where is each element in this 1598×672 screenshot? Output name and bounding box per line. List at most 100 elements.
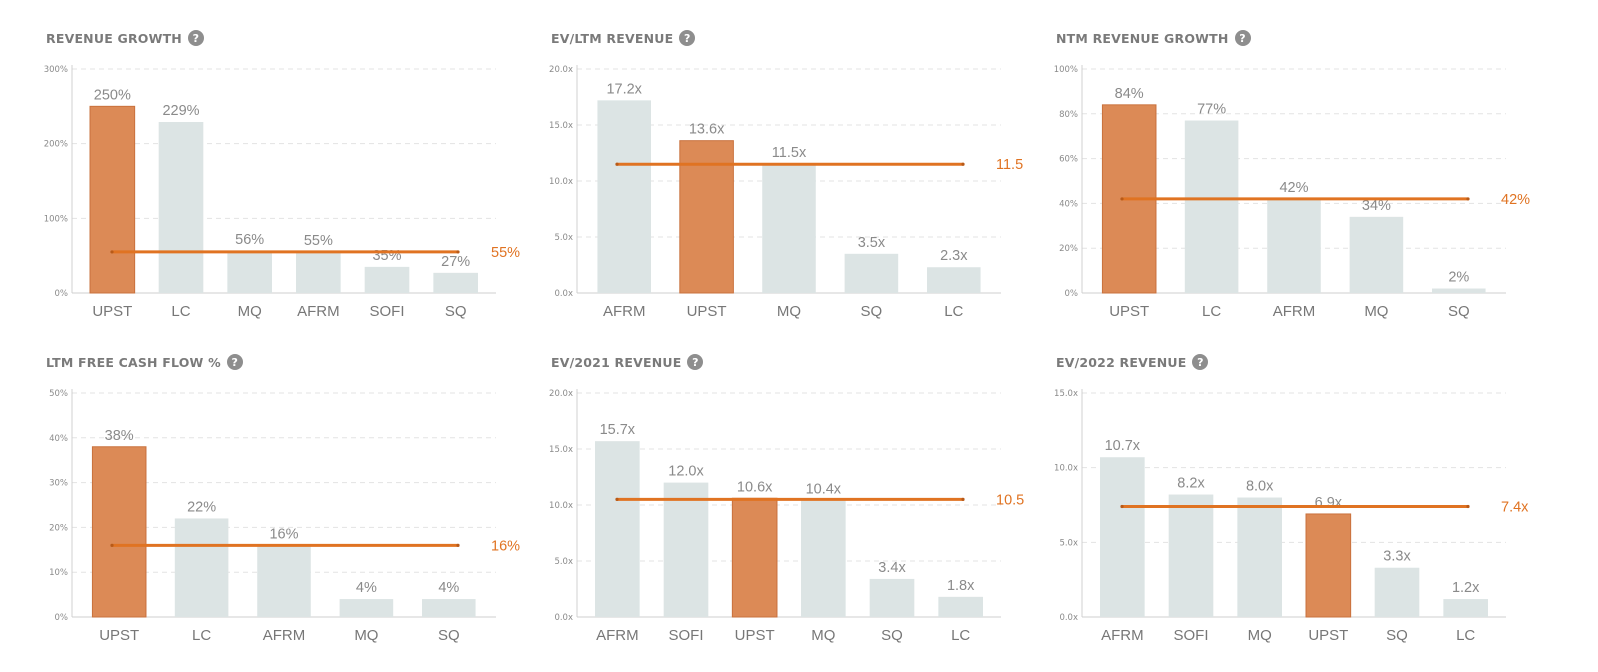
value-label: 15.7x bbox=[600, 422, 636, 438]
y-tick-label: 0% bbox=[55, 289, 69, 299]
bar-afrm[interactable] bbox=[257, 545, 311, 617]
chart-title: LTM FREE CASH FLOW % ? bbox=[46, 352, 243, 372]
bar-mq[interactable] bbox=[1237, 497, 1282, 617]
average-label: 55% bbox=[491, 245, 520, 261]
category-label: MQ bbox=[1364, 303, 1388, 320]
category-label: SQ bbox=[861, 303, 883, 320]
bar-upst[interactable] bbox=[91, 446, 147, 618]
average-line-start bbox=[1120, 504, 1124, 509]
category-label: MQ bbox=[777, 303, 801, 320]
value-label: 27% bbox=[441, 254, 470, 270]
y-tick-label: 20.0x bbox=[549, 65, 573, 75]
question-icon[interactable]: ? bbox=[187, 30, 204, 46]
bar-afrm[interactable] bbox=[296, 251, 341, 293]
bar-afrm[interactable] bbox=[597, 100, 651, 293]
y-tick-label: 15.0x bbox=[549, 121, 573, 131]
chart-panel-ntm-revenue-growth: NTM REVENUE GROWTH ? 0% 20% 40% 60% 80% 100% 8… bbox=[1054, 28, 1556, 348]
value-label: 17.2x bbox=[606, 81, 642, 97]
bar-sofi[interactable] bbox=[364, 266, 410, 293]
average-line-end bbox=[961, 497, 965, 501]
bar-mq[interactable] bbox=[227, 251, 272, 293]
category-label: UPST bbox=[92, 303, 132, 320]
bar-upst[interactable] bbox=[89, 105, 136, 294]
bar-sq[interactable] bbox=[1432, 288, 1486, 293]
bar-lc[interactable] bbox=[927, 267, 981, 293]
value-label: 1.8x bbox=[947, 578, 975, 594]
category-label: SQ bbox=[445, 303, 467, 320]
average-line-end bbox=[1466, 197, 1470, 201]
bar-upst[interactable] bbox=[679, 140, 734, 294]
category-label: SQ bbox=[438, 627, 460, 644]
y-tick-label: 5.0x bbox=[554, 233, 573, 243]
y-tick-label: 0% bbox=[55, 613, 69, 623]
question-icon[interactable]: ? bbox=[679, 30, 696, 46]
ev-2021-revenue-chart: 0.0x 5.0x 10.0x 15.0x 20.0x 15.7x AFRM 12.0x SOF… bbox=[549, 389, 1024, 644]
chart-panel-ev-ltm-revenue: EV/LTM REVENUE ? 0.0x 5.0x 10.0x 15.0x 20.0x… bbox=[549, 28, 1051, 348]
y-tick-label: 15.0x bbox=[549, 445, 573, 455]
value-label: 42% bbox=[1279, 180, 1308, 196]
question-icon[interactable]: ? bbox=[687, 354, 704, 370]
category-label: UPST bbox=[1109, 303, 1149, 320]
category-label: AFRM bbox=[603, 303, 646, 320]
ev-2022-revenue-chart: 0.0x 5.0x 10.0x 15.0x 10.7x AFRM 8.2x SOFI 8.0x M… bbox=[1054, 389, 1529, 644]
value-label: 2.3x bbox=[940, 248, 968, 264]
chart-title-text: EV/2022 REVENUE bbox=[1056, 354, 1187, 370]
category-label: LC bbox=[192, 627, 211, 644]
bar-sq[interactable] bbox=[433, 272, 478, 293]
bar-mq[interactable] bbox=[1349, 216, 1404, 293]
revenue-growth-chart: 0% 100% 200% 300% 250% UPST 229% LC 56% MQ 55% AFRM… bbox=[44, 65, 520, 320]
y-tick-label: 5.0x bbox=[1059, 538, 1078, 548]
bar-sofi[interactable] bbox=[1168, 494, 1214, 617]
bar-mq[interactable] bbox=[762, 164, 816, 293]
question-icon[interactable]: ? bbox=[1234, 30, 1251, 46]
value-label: 10.4x bbox=[806, 482, 842, 498]
chart-title-text: EV/2021 REVENUE bbox=[551, 354, 682, 370]
bar-lc[interactable] bbox=[158, 122, 204, 293]
y-tick-label: 10.0x bbox=[1054, 464, 1078, 474]
value-label: 16% bbox=[269, 526, 298, 542]
average-line-start bbox=[615, 162, 619, 166]
category-label: UPST bbox=[735, 627, 775, 644]
bar-afrm[interactable] bbox=[1267, 198, 1321, 293]
bar-afrm[interactable] bbox=[595, 441, 640, 617]
average-label: 11.5 bbox=[996, 157, 1023, 173]
bar-mq[interactable] bbox=[339, 599, 394, 617]
category-label: AFRM bbox=[596, 627, 639, 644]
bar-lc[interactable] bbox=[938, 596, 983, 617]
value-label: 77% bbox=[1197, 102, 1226, 118]
y-tick-label: 10.0x bbox=[549, 501, 573, 511]
average-label: 7.4x bbox=[1501, 499, 1529, 515]
category-label: AFRM bbox=[1101, 627, 1144, 644]
bar-lc[interactable] bbox=[174, 518, 229, 617]
bar-lc[interactable] bbox=[1184, 120, 1239, 294]
value-label: 10.7x bbox=[1105, 438, 1141, 454]
category-label: SOFI bbox=[1173, 627, 1208, 644]
bar-mq[interactable] bbox=[801, 500, 846, 617]
chart-panel-ltm-free-cash-flow: LTM FREE CASH FLOW % ? 0% 10% 20% 30% 40% 50%… bbox=[46, 352, 546, 672]
bar-sq[interactable] bbox=[869, 578, 915, 617]
bar-sq[interactable] bbox=[1374, 567, 1420, 617]
question-icon[interactable]: ? bbox=[226, 354, 243, 370]
bar-lc[interactable] bbox=[1443, 599, 1488, 617]
bar-sofi[interactable] bbox=[663, 482, 709, 617]
value-label: 4% bbox=[438, 580, 459, 596]
bar-afrm[interactable] bbox=[1100, 457, 1145, 617]
y-tick-label: 40% bbox=[49, 434, 68, 444]
question-icon[interactable]: ? bbox=[1192, 354, 1209, 370]
value-label: 6.9x bbox=[1315, 495, 1343, 511]
bar-upst[interactable] bbox=[731, 497, 778, 618]
average-line-start bbox=[110, 543, 114, 547]
chart-title: EV/2021 REVENUE ? bbox=[551, 352, 704, 372]
category-label: UPST bbox=[99, 627, 139, 644]
bar-sq[interactable] bbox=[422, 599, 476, 617]
category-label: AFRM bbox=[263, 627, 306, 644]
y-tick-label: 20% bbox=[1059, 244, 1078, 254]
category-label: LC bbox=[951, 627, 970, 644]
bar-sq[interactable] bbox=[844, 253, 899, 293]
value-label: 13.6x bbox=[689, 122, 725, 138]
bar-upst[interactable] bbox=[1305, 513, 1352, 618]
value-label: 4% bbox=[356, 580, 377, 596]
category-label: SQ bbox=[1448, 303, 1470, 320]
y-tick-label: 20.0x bbox=[549, 389, 573, 399]
value-label: 1.2x bbox=[1452, 580, 1480, 596]
